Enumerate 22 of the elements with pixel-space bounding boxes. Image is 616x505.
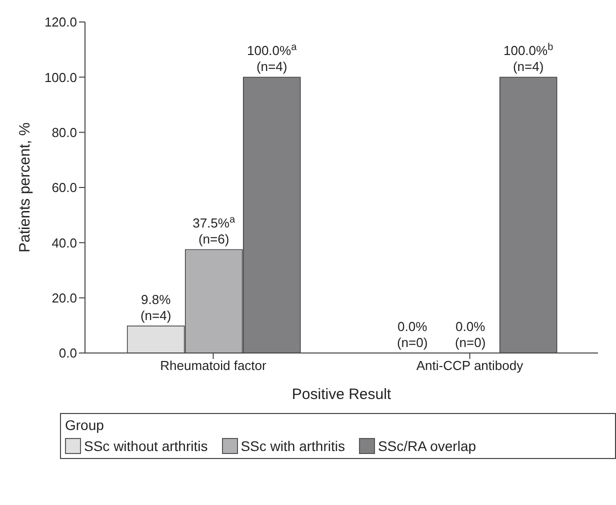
legend-title: Group xyxy=(64,416,105,435)
legend-label: SSc without arthritis xyxy=(84,438,208,454)
y-tick-label: 40.0 xyxy=(52,235,77,250)
legend-label: SSc with arthritis xyxy=(240,438,345,454)
x-tick-label: Anti-CCP antibody xyxy=(416,358,524,374)
x-axis-title: Positive Result xyxy=(292,386,392,403)
x-tick-label: Rheumatoid factor xyxy=(160,358,268,374)
y-tick-label: 20.0 xyxy=(52,290,77,306)
data-label: 0.0% (n=0) xyxy=(454,318,486,350)
y-tick-label: 60.0 xyxy=(52,180,77,196)
data-label: 0.0% (n=0) xyxy=(396,318,428,350)
y-axis-title: Patients percent, % xyxy=(16,122,34,253)
data-label: 100.0%$^{b}$ (n=4) xyxy=(503,42,554,74)
data-label: 37.5%$^{a}$ (n=6) xyxy=(192,214,236,247)
y-tick-label: 0.0 xyxy=(58,346,77,361)
bar xyxy=(499,76,558,353)
y-tick-label: 80.0 xyxy=(52,124,77,140)
legend-label: SSc/RA overlap xyxy=(378,438,476,454)
data-label: 9.8% (n=4) xyxy=(140,292,172,323)
y-tick-label: 120.0 xyxy=(44,14,77,30)
data-label: 100.0%$^{a}$ (n=4) xyxy=(246,42,298,74)
y-tick-label: 100.0 xyxy=(44,70,77,85)
